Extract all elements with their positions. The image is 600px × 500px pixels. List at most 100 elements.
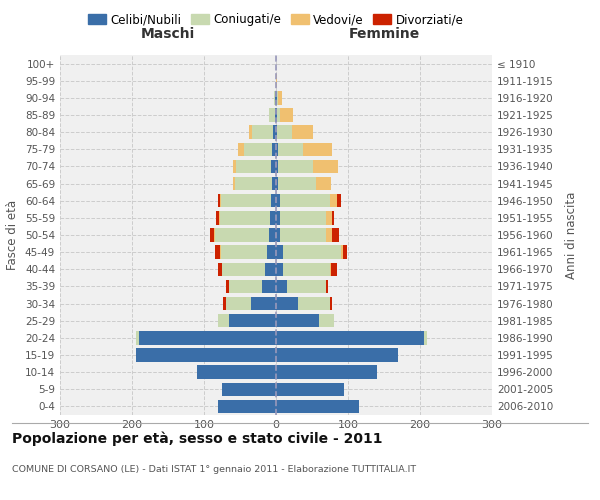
Bar <box>283 262 330 276</box>
Bar <box>235 177 272 190</box>
Bar <box>272 177 276 190</box>
Bar <box>136 348 276 362</box>
Text: Popolazione per età, sesso e stato civile - 2011: Popolazione per età, sesso e stato civil… <box>12 431 383 446</box>
Bar <box>271 160 276 173</box>
Bar <box>226 280 229 293</box>
Bar <box>218 194 220 207</box>
Bar <box>276 228 280 241</box>
Bar <box>251 297 276 310</box>
Bar <box>276 366 377 379</box>
Bar <box>276 280 287 293</box>
Bar <box>330 194 337 207</box>
Bar <box>214 228 215 241</box>
Bar <box>276 194 280 207</box>
Bar <box>280 108 293 122</box>
Bar <box>326 280 328 293</box>
Text: COMUNE DI CORSANO (LE) - Dati ISTAT 1° gennaio 2011 - Elaborazione TUTTITALIA.IT: COMUNE DI CORSANO (LE) - Dati ISTAT 1° g… <box>12 466 416 474</box>
Bar <box>276 108 277 122</box>
Bar <box>276 91 277 104</box>
Bar <box>218 400 276 413</box>
Bar <box>250 126 251 139</box>
Bar <box>269 228 276 241</box>
Bar <box>278 91 282 104</box>
Bar <box>221 246 268 259</box>
Text: Femmine: Femmine <box>349 26 419 40</box>
Bar <box>276 246 283 259</box>
Bar <box>280 228 326 241</box>
Bar <box>276 211 280 224</box>
Bar <box>223 297 226 310</box>
Bar <box>274 91 275 104</box>
Bar <box>277 108 280 122</box>
Bar <box>269 108 275 122</box>
Bar <box>236 160 271 173</box>
Bar <box>262 280 276 293</box>
Bar <box>326 228 332 241</box>
Bar <box>244 142 272 156</box>
Bar <box>424 331 427 344</box>
Bar <box>221 194 271 207</box>
Bar <box>319 314 334 328</box>
Bar <box>276 262 283 276</box>
Bar <box>277 126 292 139</box>
Bar <box>278 177 316 190</box>
Bar <box>270 211 276 224</box>
Bar <box>197 366 276 379</box>
Bar <box>215 228 269 241</box>
Legend: Celibi/Nubili, Coniugati/e, Vedovi/e, Divorziati/e: Celibi/Nubili, Coniugati/e, Vedovi/e, Di… <box>83 8 469 31</box>
Bar <box>278 160 313 173</box>
Bar <box>265 262 276 276</box>
Bar <box>219 211 220 224</box>
Bar <box>276 400 359 413</box>
Bar <box>229 314 276 328</box>
Bar <box>271 194 276 207</box>
Bar <box>280 211 326 224</box>
Bar <box>220 246 221 259</box>
Bar <box>272 142 276 156</box>
Bar <box>268 246 276 259</box>
Bar <box>332 211 334 224</box>
Bar <box>280 194 330 207</box>
Bar <box>330 297 332 310</box>
Bar <box>251 126 273 139</box>
Bar <box>222 382 276 396</box>
Y-axis label: Anni di nascita: Anni di nascita <box>565 192 578 278</box>
Bar <box>276 142 278 156</box>
Bar <box>276 297 298 310</box>
Bar <box>341 246 343 259</box>
Bar <box>275 108 276 122</box>
Bar <box>220 194 221 207</box>
Bar <box>278 142 304 156</box>
Bar <box>218 262 222 276</box>
Bar <box>233 160 236 173</box>
Bar <box>273 126 276 139</box>
Bar <box>316 177 331 190</box>
Text: Maschi: Maschi <box>141 26 195 40</box>
Bar <box>215 211 219 224</box>
Bar <box>313 160 338 173</box>
Bar <box>276 331 424 344</box>
Bar <box>343 246 347 259</box>
Bar <box>139 331 276 344</box>
Bar <box>276 177 278 190</box>
Bar <box>276 126 277 139</box>
Bar <box>238 142 244 156</box>
Bar <box>298 297 330 310</box>
Bar <box>292 126 313 139</box>
Bar <box>330 262 331 276</box>
Y-axis label: Fasce di età: Fasce di età <box>7 200 19 270</box>
Bar <box>136 331 139 344</box>
Bar <box>275 91 276 104</box>
Bar <box>276 160 278 173</box>
Bar <box>233 177 235 190</box>
Bar <box>215 246 220 259</box>
Bar <box>331 262 337 276</box>
Bar <box>218 314 229 328</box>
Bar <box>332 228 340 241</box>
Bar <box>211 228 214 241</box>
Bar <box>229 280 262 293</box>
Bar <box>276 348 398 362</box>
Bar <box>304 142 332 156</box>
Bar <box>287 280 326 293</box>
Bar <box>220 211 270 224</box>
